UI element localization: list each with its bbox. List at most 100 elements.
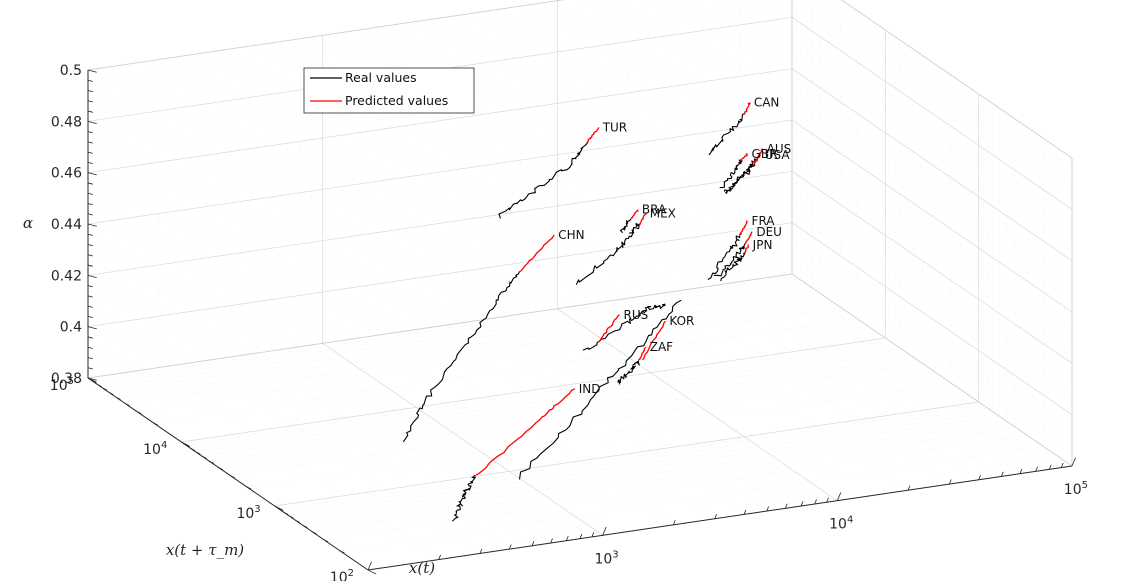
back-wall-grid-line	[87, 0, 565, 71]
side-wall-grid-line	[791, 17, 1073, 210]
back-wall-grid-line	[87, 150, 793, 256]
series-predicted-bra	[630, 209, 639, 219]
back-wall-grid-line	[87, 160, 793, 266]
back-wall-grid-line	[87, 119, 793, 225]
x-tick	[1035, 466, 1038, 472]
series-predicted-kor	[642, 320, 666, 361]
z-tick	[87, 244, 93, 247]
y-tick	[124, 403, 130, 407]
series-real-fra	[707, 235, 741, 280]
z-tick	[87, 233, 93, 236]
z-tick	[87, 203, 93, 206]
series-real-rus	[582, 303, 666, 351]
z-tick	[87, 110, 93, 113]
series-label-chn: CHN	[558, 228, 584, 242]
y-tick	[323, 539, 329, 543]
floor-grid-line	[92, 276, 797, 382]
back-wall-grid-line	[87, 99, 793, 204]
back-wall-grid-line	[87, 253, 793, 358]
side-wall-grid-line	[791, 263, 1073, 456]
y-tick-label: 103	[236, 504, 260, 522]
floor-grid-line	[769, 277, 1050, 470]
floor-grid-line	[505, 316, 786, 509]
side-wall-grid-line	[791, 78, 1073, 272]
y-tick-label: 105	[50, 376, 74, 394]
side-wall-grid-line	[791, 119, 1073, 313]
side-wall-grid-line	[791, 99, 1073, 292]
floor-grid-line	[534, 311, 815, 505]
z-tick	[87, 100, 93, 103]
y-tick	[195, 451, 201, 455]
z-axis-label: α	[23, 214, 33, 232]
box-edge	[840, 0, 1073, 159]
x-tick-label-base: 10	[594, 551, 612, 567]
y-tick	[92, 380, 97, 384]
side-wall-grid-line	[791, 130, 1073, 323]
side-wall-grid-line	[791, 6, 1073, 200]
floor-grid-line	[289, 411, 994, 517]
y-tick	[201, 455, 207, 459]
series-real-tur	[498, 141, 589, 219]
x-axis-label: x(t)	[409, 559, 435, 577]
y-tick	[153, 422, 158, 426]
z-tick	[87, 79, 93, 82]
y-tick-label-base: 10	[50, 378, 68, 394]
series-predicted-usa	[752, 154, 761, 166]
z-tick	[87, 285, 93, 288]
series-real-mex	[575, 223, 640, 285]
series-real-usa	[724, 163, 756, 194]
x-tick	[367, 561, 372, 571]
y-tick-label-exponent: 3	[254, 504, 260, 515]
floor-grid-line	[463, 322, 745, 515]
legend: Real values Predicted values	[303, 67, 475, 114]
y-tick	[229, 475, 235, 479]
floor-grid-line	[286, 348, 567, 541]
legend-label-real: Real values	[345, 70, 417, 85]
floor-grid-line	[557, 308, 838, 501]
x-tick	[591, 532, 595, 538]
y-tick	[96, 383, 102, 387]
series-predicted-ind	[475, 388, 576, 476]
floor-grid-line	[781, 275, 1062, 468]
floor-grid-line	[322, 343, 603, 536]
floor-grid-line	[520, 313, 802, 507]
y-tick-label: 104	[143, 440, 167, 458]
z-tick-label: 0.4	[60, 320, 82, 336]
y-tick	[367, 569, 377, 575]
floor-grid-line	[185, 340, 890, 446]
side-wall-grid-line	[791, 47, 1073, 241]
floor-grid-line	[270, 350, 551, 544]
side-wall-grid-line	[811, 0, 1073, 179]
side-wall-grid-line	[791, 68, 1073, 261]
floor-grid-line	[339, 446, 1044, 551]
z-tick	[87, 357, 93, 360]
x-tick-label: 103	[594, 549, 618, 567]
legend-label-predicted: Predicted values	[345, 93, 448, 108]
z-tick-label: 0.5	[60, 63, 82, 79]
floor-grid-line	[195, 347, 900, 453]
z-tick	[87, 162, 93, 165]
y-tick	[136, 411, 142, 415]
floor-grid-line	[739, 281, 1021, 474]
floor-grid-line	[299, 346, 581, 539]
grid	[87, 0, 1073, 571]
side-wall-grid-line	[791, 191, 1073, 385]
series-real-chn	[402, 271, 521, 443]
floor-grid-line	[393, 332, 674, 526]
axes: 1021031041051021031041050.380.40.420.440…	[50, 63, 1088, 581]
back-wall-grid-line	[87, 140, 793, 245]
series-real-deu	[713, 243, 746, 277]
series-label-gbr: GBR	[752, 147, 778, 161]
series-label-mex: MEX	[650, 207, 676, 221]
x-tick	[531, 541, 535, 546]
x-tick	[978, 475, 981, 480]
x-tick-label-exponent: 3	[612, 549, 618, 560]
z-tick	[87, 223, 97, 227]
x-tick	[907, 485, 911, 491]
z-tick-label: 0.48	[51, 114, 82, 130]
z-tick	[87, 346, 93, 349]
floor-grid-line	[302, 421, 1007, 526]
y-axis-line	[87, 377, 369, 571]
floor-grid-line	[698, 287, 979, 481]
